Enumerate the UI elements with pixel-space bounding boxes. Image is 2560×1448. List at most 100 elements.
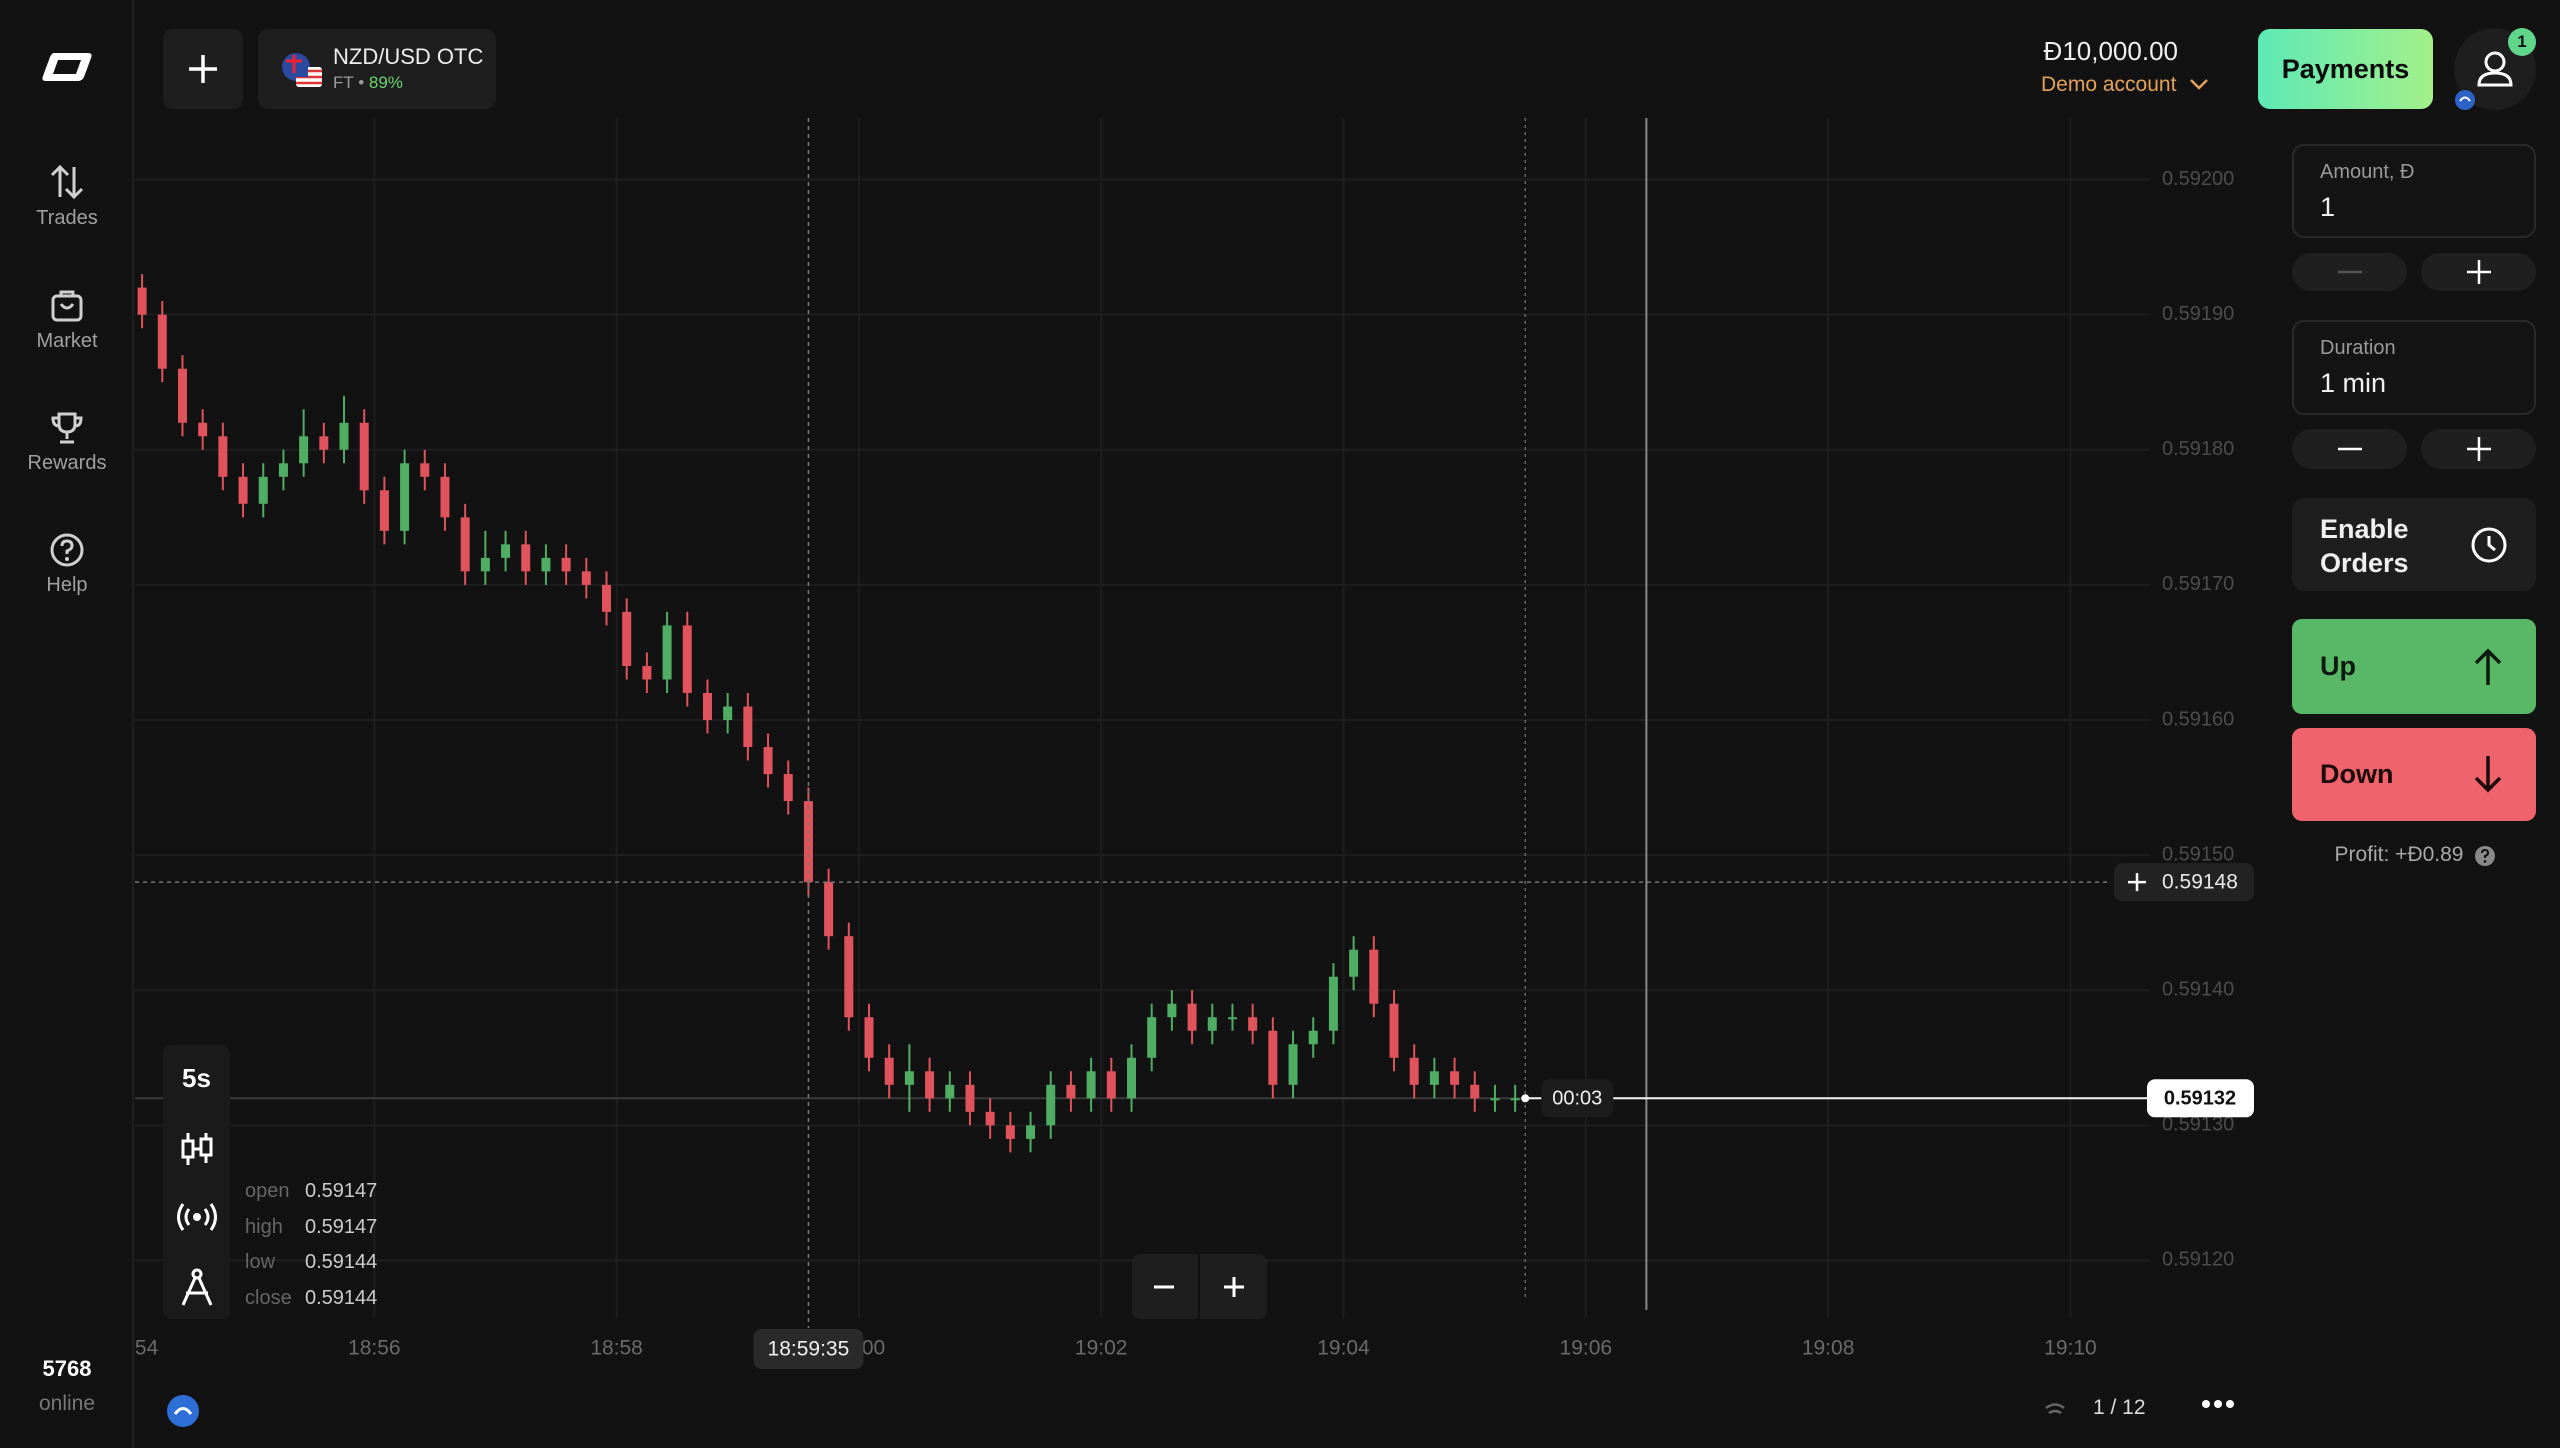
minus-icon	[2337, 270, 2362, 274]
plus-icon	[2466, 437, 2491, 461]
candle-body	[420, 463, 430, 477]
info-icon[interactable]	[2474, 845, 2496, 867]
ohlc-label: open	[245, 1180, 290, 1202]
candle-body	[844, 936, 854, 1018]
minus-icon	[2337, 447, 2362, 451]
asset-name: NZD/USD OTC	[333, 44, 484, 69]
candle-body	[743, 706, 753, 748]
y-tick-label: 0.59150	[2162, 843, 2234, 865]
asset-selector[interactable]: NZD/USD OTC FT • 89%	[258, 29, 496, 109]
signals-icon[interactable]	[177, 1201, 217, 1233]
ohlc-label: low	[245, 1251, 276, 1274]
candle-body	[925, 1071, 935, 1099]
candle-body	[1147, 1017, 1157, 1058]
amount-label: Amount, Đ	[2320, 161, 2415, 183]
candle-body	[1026, 1125, 1036, 1139]
ohlc-value: 0.59147	[305, 1180, 378, 1202]
candle-body	[440, 476, 450, 518]
user-icon	[2455, 51, 2513, 110]
nav-label: Help	[46, 574, 88, 596]
duration-field[interactable]: Duration 1 min	[2292, 320, 2536, 415]
ohlc-value: 0.59144	[305, 1251, 378, 1274]
up-button[interactable]: Up	[2292, 619, 2536, 714]
candle-body	[824, 882, 834, 937]
candle-body	[561, 557, 571, 572]
candle-body	[1046, 1084, 1056, 1126]
crosshair-price-pill	[2114, 863, 2254, 902]
candle-body	[1207, 1017, 1217, 1031]
y-tick-label: 0.59140	[2162, 979, 2234, 1001]
nav-market[interactable]: Market	[0, 288, 134, 353]
candle-body	[1409, 1057, 1419, 1085]
online-label: online	[38, 1392, 96, 1415]
asset-meta: FT • 89%	[333, 73, 403, 93]
nav-help[interactable]: Help	[0, 532, 134, 597]
amount-increase[interactable]	[2421, 253, 2536, 291]
logo[interactable]	[40, 50, 94, 84]
ohlc-value: 0.59147	[305, 1215, 378, 1238]
candle-body	[1308, 1030, 1318, 1045]
down-label: Down	[2320, 759, 2394, 789]
candle-body	[1450, 1071, 1460, 1085]
payments-button[interactable]: Payments	[2258, 29, 2433, 109]
candle-body	[985, 1111, 995, 1126]
arrow-up-icon	[2474, 648, 2502, 685]
candle-body	[1106, 1071, 1116, 1099]
amount-value: 1	[2320, 192, 2336, 222]
amount-field[interactable]: Amount, Đ 1	[2292, 144, 2536, 238]
x-tick-label: 19:02	[1075, 1337, 1128, 1360]
more-button[interactable]	[2200, 1398, 2236, 1410]
nav-rewards[interactable]: Rewards	[0, 410, 134, 475]
candle-body	[642, 665, 652, 680]
plus-icon	[2466, 260, 2491, 284]
candle-body	[400, 463, 410, 531]
amount-decrease[interactable]	[2292, 253, 2407, 291]
chevron-icon	[2190, 79, 2209, 90]
nav-trades[interactable]: Trades	[0, 163, 134, 230]
x-tick-label: 18:58	[590, 1337, 643, 1360]
zoom-icons[interactable]	[1132, 1254, 1267, 1319]
candle-body	[702, 692, 712, 720]
candle-body	[1127, 1057, 1136, 1099]
x-tick-label: 18:54	[106, 1337, 159, 1360]
y-tick-label: 0.59180	[2162, 438, 2234, 460]
flag-icon	[282, 53, 322, 87]
nav-label: Rewards	[27, 452, 107, 474]
connection-icon[interactable]	[166, 1394, 200, 1428]
x-tick-label: 19:06	[1560, 1337, 1613, 1360]
signal-icon	[2045, 1403, 2065, 1415]
candle-body	[1349, 949, 1359, 977]
nav-label: Trades	[36, 207, 98, 229]
interval-button[interactable]: 5s	[182, 1063, 211, 1093]
candle-body	[1288, 1044, 1298, 1085]
market-icon	[51, 290, 83, 322]
candle-body	[1227, 1017, 1237, 1020]
duration-increase[interactable]	[2421, 429, 2536, 469]
chart-type-icon[interactable]	[179, 1131, 215, 1167]
account-selector[interactable]: Demo account	[2041, 73, 2210, 97]
candle-body	[198, 422, 208, 437]
candle-body	[258, 476, 268, 504]
last-price-dot	[1521, 1094, 1530, 1103]
drawing-icon[interactable]	[179, 1267, 215, 1307]
asset-type: FT	[333, 73, 354, 92]
arrow-down-icon	[2474, 756, 2502, 793]
candle-body	[238, 476, 248, 504]
ohlc-label: high	[245, 1215, 283, 1238]
separator: •	[358, 73, 365, 92]
candle-body	[783, 774, 793, 802]
payout: 89%	[368, 73, 403, 92]
enable-orders-button[interactable]: Enable Orders	[2292, 498, 2536, 591]
y-tick-label: 0.59130	[2162, 1114, 2234, 1136]
online-count: 5768	[42, 1356, 92, 1381]
down-button[interactable]: Down	[2292, 728, 2536, 821]
candle-body	[1510, 1098, 1520, 1101]
trades-icon	[50, 164, 84, 200]
plus-icon	[189, 55, 217, 83]
sidebar: Trades Market Rewards Help 5768 online	[0, 0, 134, 1448]
candle-body	[1066, 1084, 1076, 1099]
candle-body	[521, 544, 531, 572]
duration-decrease[interactable]	[2292, 429, 2407, 469]
add-chart-button[interactable]	[163, 29, 243, 109]
